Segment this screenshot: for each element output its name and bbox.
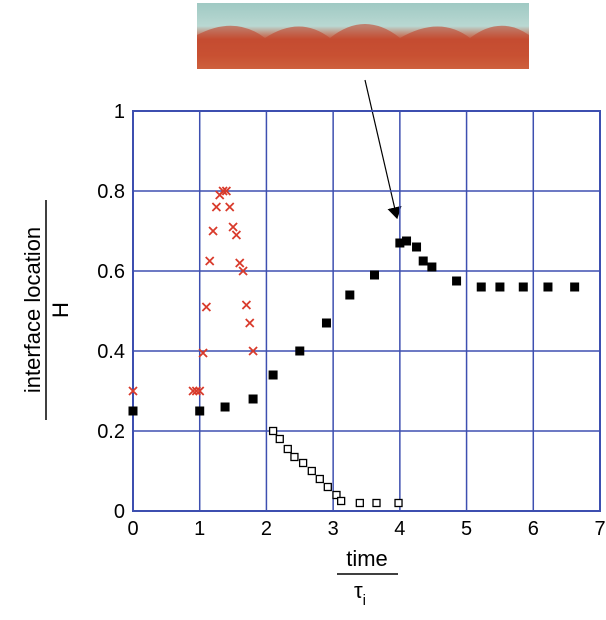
point bbox=[307, 466, 316, 476]
point bbox=[275, 434, 284, 444]
point bbox=[315, 474, 324, 484]
point bbox=[295, 346, 305, 356]
point bbox=[128, 406, 138, 416]
point bbox=[228, 222, 238, 232]
point bbox=[195, 386, 205, 396]
y-tick-label: 0.4 bbox=[97, 341, 125, 363]
point bbox=[321, 318, 331, 328]
inset-image-detail bbox=[197, 24, 529, 69]
x-tick-label: 3 bbox=[328, 518, 339, 540]
x-label-denominator: τi bbox=[354, 578, 366, 609]
point bbox=[323, 482, 332, 492]
point bbox=[418, 256, 428, 266]
point bbox=[218, 186, 228, 196]
point bbox=[201, 302, 212, 312]
point bbox=[332, 490, 341, 500]
point bbox=[198, 348, 208, 358]
point bbox=[128, 386, 138, 396]
point bbox=[245, 318, 255, 328]
annotation-arrow bbox=[364, 79, 402, 220]
point bbox=[225, 202, 235, 212]
point bbox=[221, 186, 232, 196]
point bbox=[355, 498, 364, 508]
point bbox=[195, 406, 205, 416]
y-tick-label: 0.6 bbox=[97, 261, 125, 283]
point bbox=[394, 498, 403, 508]
point bbox=[231, 230, 242, 240]
point bbox=[427, 262, 437, 272]
x-tick-label: 7 bbox=[594, 518, 605, 540]
point bbox=[191, 386, 202, 396]
y-label-numerator: interface location bbox=[20, 227, 45, 393]
x-label-numerator: time bbox=[346, 546, 388, 571]
point bbox=[370, 270, 380, 280]
point bbox=[283, 444, 292, 454]
point bbox=[211, 202, 222, 212]
point bbox=[543, 282, 553, 292]
point bbox=[476, 282, 486, 292]
y-tick-label: 1 bbox=[114, 101, 125, 123]
y-tick-label: 0 bbox=[114, 501, 125, 523]
point bbox=[336, 496, 346, 506]
point bbox=[235, 258, 245, 268]
point bbox=[395, 238, 405, 248]
point bbox=[570, 282, 580, 292]
point bbox=[188, 386, 198, 396]
point bbox=[241, 300, 252, 310]
point bbox=[268, 426, 278, 436]
x-tick-label: 2 bbox=[261, 518, 272, 540]
point bbox=[372, 498, 381, 508]
x-tick-label: 4 bbox=[394, 518, 405, 540]
y-tick-label: 0.2 bbox=[97, 421, 125, 443]
plot-area: 0 1 2 3 4 5 6 7 0 0.2 0.4 0.6 0.8 1 bbox=[97, 101, 605, 540]
point bbox=[402, 236, 412, 246]
point bbox=[208, 226, 218, 236]
point bbox=[220, 402, 230, 412]
x-tick-label: 5 bbox=[461, 518, 472, 540]
x-tick-label: 1 bbox=[194, 518, 205, 540]
point bbox=[518, 282, 528, 292]
point bbox=[290, 452, 299, 462]
x-tick-label: 0 bbox=[127, 518, 138, 540]
point bbox=[452, 276, 462, 286]
point bbox=[298, 458, 308, 468]
y-tick-label: 0.8 bbox=[97, 181, 125, 203]
point bbox=[248, 346, 258, 356]
x-tick-label: 6 bbox=[528, 518, 539, 540]
point bbox=[268, 370, 278, 380]
point bbox=[495, 282, 505, 292]
point bbox=[248, 394, 258, 404]
plot-frame bbox=[132, 110, 601, 512]
point bbox=[345, 290, 355, 300]
y-label-denominator: H bbox=[48, 302, 73, 318]
point bbox=[412, 242, 422, 252]
point bbox=[205, 256, 215, 266]
point bbox=[238, 266, 248, 276]
